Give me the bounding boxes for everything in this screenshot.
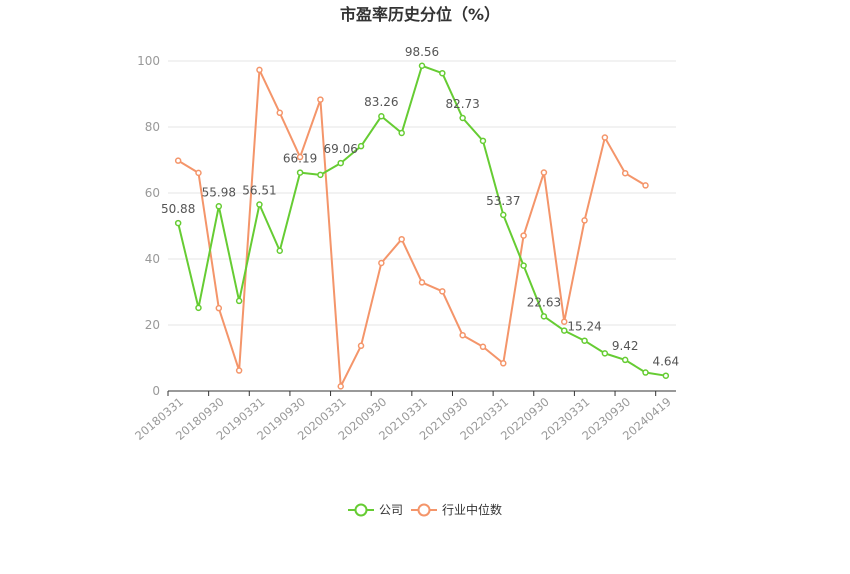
data-point[interactable] <box>560 327 568 334</box>
data-point[interactable] <box>560 318 568 325</box>
data-label: 22.63 <box>527 295 561 309</box>
y-tick-label: 80 <box>145 120 160 134</box>
data-label: 82.73 <box>445 97 479 111</box>
data-point[interactable] <box>500 211 507 219</box>
x-axis-ticks: 2018033120180930201903312019093020200331… <box>132 391 674 443</box>
legend-marker-company <box>354 503 368 517</box>
data-point[interactable] <box>540 169 548 176</box>
data-point[interactable] <box>256 66 263 74</box>
data-point[interactable] <box>418 62 426 70</box>
data-point[interactable] <box>520 262 527 269</box>
data-point[interactable] <box>581 337 588 344</box>
series-points <box>174 62 670 390</box>
data-point[interactable] <box>174 219 182 227</box>
data-point[interactable] <box>642 182 649 189</box>
data-point[interactable] <box>235 297 243 305</box>
data-point[interactable] <box>195 304 202 312</box>
data-label: 55.98 <box>202 185 236 199</box>
data-point[interactable] <box>276 247 284 254</box>
data-point[interactable] <box>662 372 670 379</box>
data-point[interactable] <box>378 259 385 267</box>
data-point[interactable] <box>418 279 426 286</box>
data-label: 66.19 <box>283 152 317 166</box>
legend-item-company[interactable]: 公司 <box>348 503 403 517</box>
y-tick-label: 100 <box>137 54 160 68</box>
grid <box>168 60 676 326</box>
data-point[interactable] <box>642 369 649 376</box>
data-point[interactable] <box>621 356 629 364</box>
data-point[interactable] <box>256 201 263 208</box>
data-point[interactable] <box>276 109 284 117</box>
y-tick-label: 0 <box>152 384 160 398</box>
data-point[interactable] <box>235 367 243 374</box>
y-tick-label: 60 <box>145 186 160 200</box>
data-label: 9.42 <box>612 339 639 353</box>
data-label: 98.56 <box>405 45 439 59</box>
data-point[interactable] <box>601 134 609 141</box>
data-point[interactable] <box>398 129 405 137</box>
legend-item-industry-median[interactable]: 行业中位数 <box>411 502 502 517</box>
data-point[interactable] <box>317 96 324 103</box>
y-tick-label: 20 <box>145 318 160 332</box>
data-point[interactable] <box>378 112 385 120</box>
legend-label-company: 公司 <box>379 503 403 517</box>
y-axis-ticks: 0 20 40 60 80 100 <box>137 54 160 398</box>
data-label: 15.24 <box>567 320 601 334</box>
data-point[interactable] <box>520 232 527 239</box>
data-point[interactable] <box>581 217 588 224</box>
data-point[interactable] <box>459 331 466 339</box>
data-point[interactable] <box>215 304 223 312</box>
data-point[interactable] <box>174 157 182 164</box>
series-line-1 <box>177 68 647 388</box>
data-point[interactable] <box>479 343 487 351</box>
data-point[interactable] <box>195 169 202 177</box>
data-point[interactable] <box>337 159 344 167</box>
data-point[interactable] <box>621 169 629 177</box>
y-tick-label: 40 <box>145 252 160 266</box>
data-label: 83.26 <box>364 95 398 109</box>
data-point[interactable] <box>215 203 223 210</box>
data-label: 53.37 <box>486 194 520 208</box>
series-lines <box>177 64 666 388</box>
data-point[interactable] <box>398 235 405 243</box>
data-label: 50.88 <box>161 202 195 216</box>
data-point[interactable] <box>317 171 324 179</box>
data-point[interactable] <box>337 383 344 390</box>
data-point[interactable] <box>439 69 446 77</box>
data-point[interactable] <box>296 169 304 176</box>
data-point[interactable] <box>500 360 507 367</box>
data-point[interactable] <box>296 153 304 161</box>
data-point[interactable] <box>479 137 487 145</box>
data-point[interactable] <box>459 114 466 122</box>
legend: 公司 行业中位数 <box>348 502 502 517</box>
legend-label-industry-median: 行业中位数 <box>442 502 502 517</box>
data-label: 4.64 <box>652 355 679 369</box>
chart-title: 市盈率历史分位（%） <box>340 5 500 24</box>
data-label: 56.51 <box>242 184 276 198</box>
legend-marker-industry-median <box>417 503 431 517</box>
data-point[interactable] <box>357 142 365 150</box>
data-point[interactable] <box>439 288 446 295</box>
data-point[interactable] <box>601 350 609 357</box>
data-point[interactable] <box>357 342 365 350</box>
data-label: 69.06 <box>324 142 358 156</box>
data-point[interactable] <box>540 313 548 320</box>
data-labels: 50.88 55.98 56.51 66.19 69.06 83.26 98.56 82.73… <box>161 45 679 369</box>
